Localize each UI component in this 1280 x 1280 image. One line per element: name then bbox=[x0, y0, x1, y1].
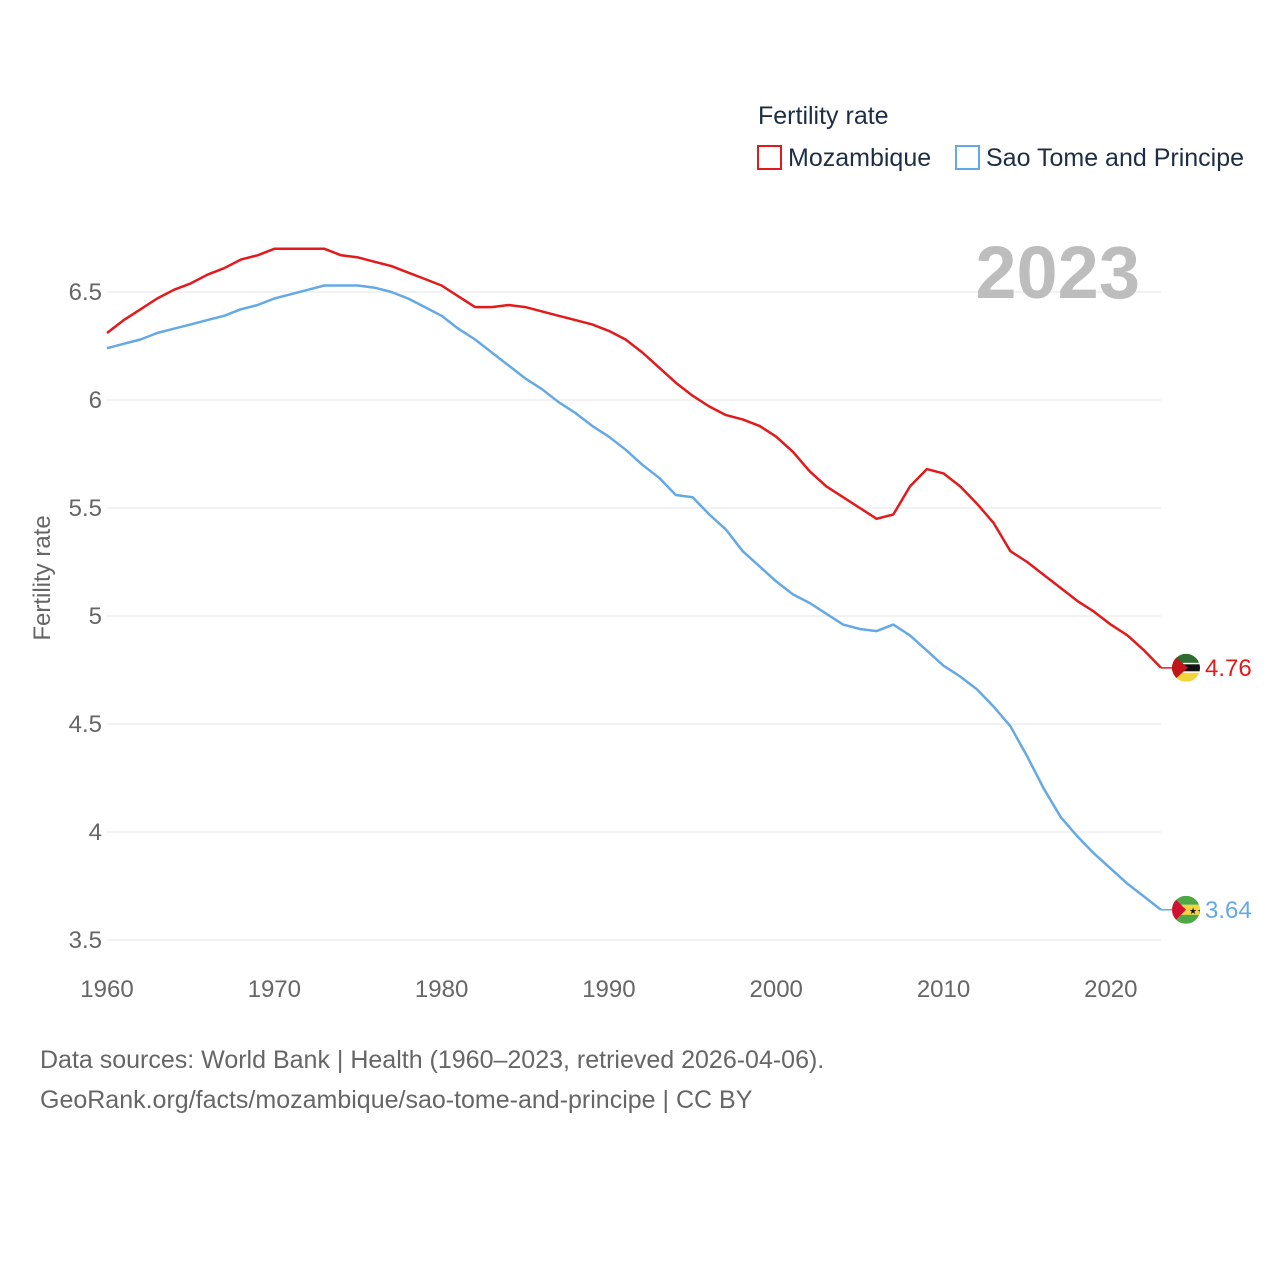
x-tick-label: 2000 bbox=[750, 976, 803, 1003]
legend-swatch-mozambique bbox=[757, 145, 782, 170]
y-tick-label: 5.5 bbox=[69, 495, 102, 522]
series-line-sao-tome bbox=[106, 284, 1162, 911]
y-tick-label: 5 bbox=[89, 603, 102, 630]
x-tick-label: 1970 bbox=[248, 976, 301, 1003]
x-tick-label: 1980 bbox=[415, 976, 468, 1003]
y-tick-label: 6.5 bbox=[69, 279, 102, 306]
legend-item-sao-tome[interactable]: Sao Tome and Principe bbox=[955, 144, 1244, 172]
legend-swatch-sao-tome bbox=[955, 145, 980, 170]
legend: Fertility rate Mozambique Sao Tome and P… bbox=[757, 102, 1244, 172]
flag-sao-tome-icon: ★★ bbox=[1172, 895, 1205, 924]
end-label-sao-tome: 3.64 bbox=[1205, 897, 1252, 924]
legend-label-sao-tome: Sao Tome and Principe bbox=[986, 144, 1244, 172]
footer-link[interactable]: GeoRank.org/facts/mozambique/sao-tome-an… bbox=[40, 1086, 753, 1114]
svg-text:★★: ★★ bbox=[1189, 907, 1205, 917]
year-watermark: 2023 bbox=[975, 231, 1140, 314]
x-tick-label: 1990 bbox=[582, 976, 635, 1003]
legend-item-mozambique[interactable]: Mozambique bbox=[757, 144, 931, 172]
y-tick-label: 6 bbox=[89, 387, 102, 414]
footer: Data sources: World Bank | Health (1960–… bbox=[40, 1040, 824, 1120]
legend-title: Fertility rate bbox=[758, 102, 889, 130]
gridlines bbox=[107, 291, 1161, 941]
x-tick-label: 1960 bbox=[80, 976, 133, 1003]
series-line-mozambique bbox=[106, 247, 1162, 669]
footer-sources: Data sources: World Bank | Health (1960–… bbox=[40, 1046, 825, 1074]
x-axis-ticks: 1960 1970 1980 1990 2000 2010 2020 bbox=[80, 976, 1137, 1003]
flag-mozambique-icon bbox=[1172, 653, 1200, 682]
y-tick-label: 4 bbox=[89, 819, 102, 846]
x-tick-label: 2010 bbox=[917, 976, 970, 1003]
series-lines bbox=[106, 247, 1186, 911]
legend-label-mozambique: Mozambique bbox=[788, 144, 931, 172]
y-tick-label: 3.5 bbox=[69, 927, 102, 954]
y-tick-label: 4.5 bbox=[69, 711, 102, 738]
y-axis-ticks: 3.5 4 4.5 5 5.5 6 6.5 bbox=[69, 279, 102, 954]
end-label-mozambique: 4.76 bbox=[1205, 655, 1252, 682]
x-tick-label: 2020 bbox=[1084, 976, 1137, 1003]
y-axis-title: Fertility rate bbox=[29, 515, 56, 640]
